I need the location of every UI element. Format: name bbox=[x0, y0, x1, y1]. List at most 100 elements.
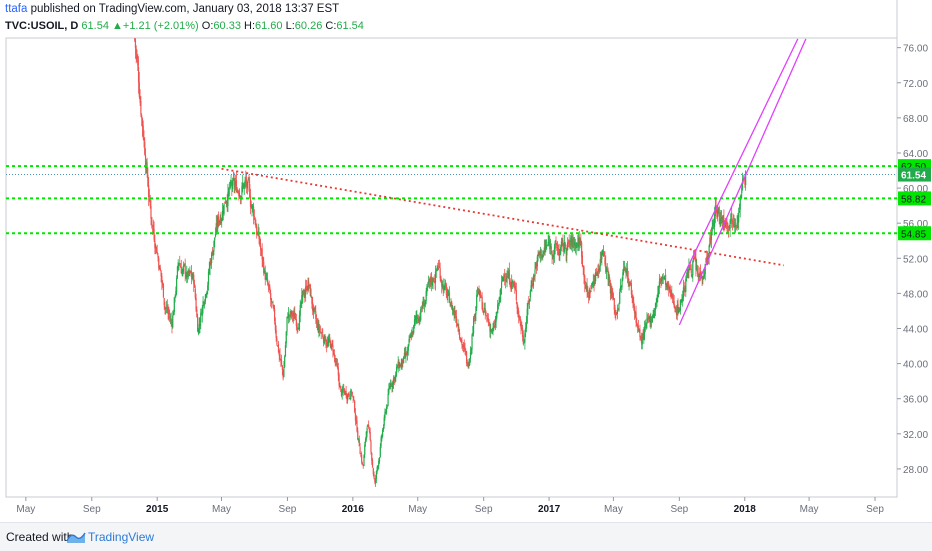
candle-body bbox=[630, 283, 632, 295]
candle-body bbox=[196, 309, 198, 317]
candle-body bbox=[410, 335, 412, 338]
candle-body bbox=[415, 316, 417, 317]
candle-body bbox=[717, 211, 719, 217]
y-tick-label: 32.00 bbox=[903, 430, 928, 441]
candle-body bbox=[693, 256, 695, 258]
candle-body bbox=[371, 453, 373, 461]
candle-body bbox=[493, 326, 495, 328]
candle-body bbox=[254, 218, 256, 224]
candle-body bbox=[221, 210, 224, 221]
candle-body bbox=[609, 277, 611, 283]
candle-body bbox=[158, 266, 161, 270]
candle-body bbox=[336, 364, 339, 368]
candle-body bbox=[245, 179, 247, 181]
chart[interactable]: 76.00 72.00 68.00 64.00 60.00 56.00 52.00 48.00… bbox=[0, 0, 932, 522]
tradingview-link[interactable]: TradingView bbox=[88, 530, 155, 544]
candle-body bbox=[385, 411, 387, 413]
candle-body bbox=[469, 358, 471, 366]
candle-body bbox=[567, 242, 569, 250]
candle-body bbox=[548, 241, 550, 244]
candle-body bbox=[465, 351, 468, 364]
candle-body bbox=[264, 270, 266, 280]
level-price-label: 54.85 bbox=[901, 229, 926, 240]
candle-body bbox=[161, 275, 163, 283]
candle-body bbox=[179, 266, 182, 268]
candle-body bbox=[688, 266, 690, 273]
candle-body bbox=[411, 332, 413, 337]
candle-body bbox=[214, 237, 216, 241]
candle-body bbox=[653, 313, 655, 318]
trendline[interactable] bbox=[221, 167, 785, 267]
candle-body bbox=[679, 300, 681, 311]
chart-header: ttafa published on TradingView.com, Janu… bbox=[0, 0, 932, 38]
channel-lower-line[interactable] bbox=[678, 38, 807, 326]
candle-body bbox=[464, 347, 466, 350]
candle-body bbox=[379, 446, 381, 457]
candle-body bbox=[651, 318, 653, 323]
candle-body bbox=[204, 294, 207, 302]
candle-body bbox=[372, 468, 374, 475]
candle-body bbox=[152, 224, 154, 231]
candle-body bbox=[142, 125, 144, 138]
candle-body bbox=[476, 295, 478, 308]
x-tick-label: May bbox=[212, 504, 231, 515]
candle-body bbox=[265, 278, 267, 280]
low-label: L: bbox=[285, 20, 295, 32]
candle-body bbox=[474, 313, 476, 318]
candle-body bbox=[228, 187, 231, 190]
candle-body bbox=[634, 312, 636, 314]
candle-body bbox=[545, 246, 547, 249]
candle-body bbox=[521, 328, 524, 338]
candle-body bbox=[451, 302, 453, 310]
candle-body bbox=[466, 362, 468, 364]
candle-body bbox=[552, 256, 554, 258]
candle-body bbox=[350, 390, 352, 400]
candle-body bbox=[538, 252, 540, 254]
plot-area[interactable] bbox=[5, 37, 898, 498]
y-tick-label: 40.00 bbox=[903, 360, 928, 371]
candle-body bbox=[481, 296, 483, 309]
candle-body bbox=[510, 286, 512, 290]
candle-body bbox=[598, 267, 601, 272]
candle-body bbox=[721, 218, 723, 223]
candle-body bbox=[349, 397, 351, 400]
candle-body bbox=[497, 304, 499, 314]
candle-body bbox=[193, 283, 196, 288]
candle-body bbox=[165, 307, 167, 309]
author-link[interactable]: ttafa bbox=[5, 3, 28, 15]
candle-body bbox=[483, 307, 486, 310]
symbol-label[interactable]: TVC:USOIL, D bbox=[5, 20, 79, 32]
candle-body bbox=[519, 316, 521, 323]
candle-body bbox=[399, 364, 402, 367]
candle-body bbox=[455, 316, 458, 324]
candle-body bbox=[449, 302, 451, 307]
candle-body bbox=[368, 425, 370, 428]
candle-body bbox=[630, 282, 632, 285]
candle-body bbox=[359, 447, 361, 455]
candle-body bbox=[477, 288, 479, 293]
candle-body bbox=[144, 155, 147, 168]
y-tick-label: 68.00 bbox=[903, 114, 928, 125]
candle-body bbox=[516, 302, 518, 309]
candle-body bbox=[183, 264, 186, 265]
open-value: 60.33 bbox=[213, 20, 241, 32]
candle-body bbox=[607, 269, 609, 281]
x-tick-label: 2015 bbox=[146, 504, 169, 515]
candle-body bbox=[443, 286, 445, 290]
candle-body bbox=[478, 288, 480, 295]
candle-body bbox=[670, 294, 672, 296]
candle-body bbox=[509, 279, 511, 287]
candle-body bbox=[588, 295, 590, 298]
candle-body bbox=[458, 332, 461, 339]
x-tick-label: May bbox=[604, 504, 623, 515]
candle-body bbox=[642, 333, 644, 339]
candle-body bbox=[595, 272, 598, 275]
channel-upper-line[interactable] bbox=[678, 38, 799, 285]
candle-body bbox=[424, 304, 426, 307]
candle-body bbox=[675, 307, 677, 313]
candle-body bbox=[534, 269, 536, 277]
candle-body bbox=[325, 339, 327, 345]
candle-body bbox=[396, 366, 399, 368]
candle-body bbox=[282, 370, 284, 379]
candle-body bbox=[494, 321, 496, 327]
